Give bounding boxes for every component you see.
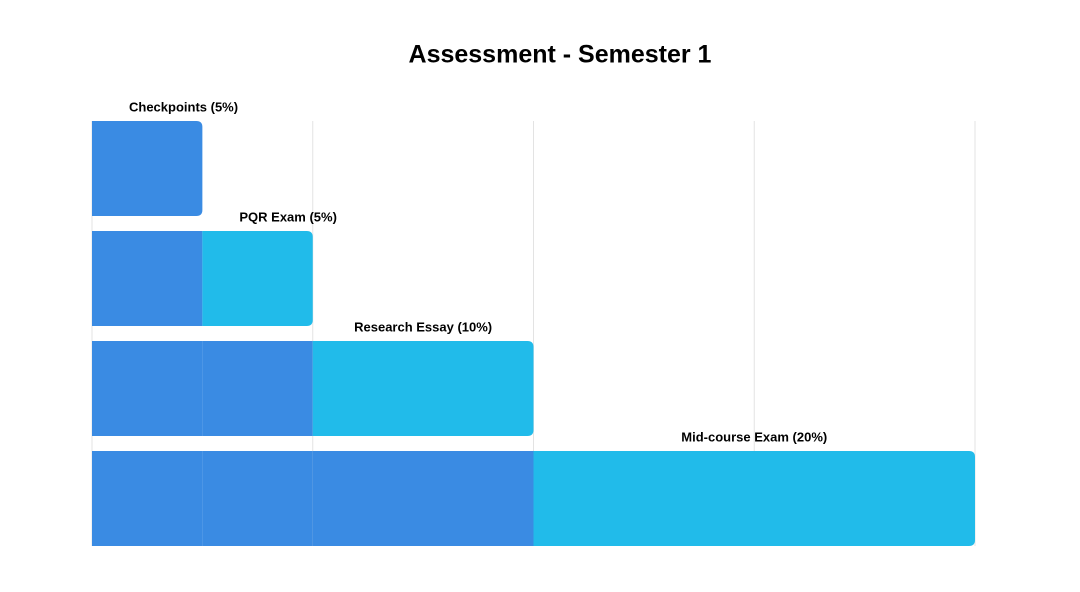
bar-segment (92, 341, 203, 436)
bar-label: PQR Exam (5%) (239, 209, 337, 224)
chart-title: Assessment - Semester 1 (409, 41, 712, 69)
bar-segment (202, 341, 313, 436)
bar-label: Mid-course Exam (20%) (681, 429, 827, 444)
bar-segment (92, 121, 203, 216)
bar-segment (202, 451, 313, 546)
bar-segment (312, 341, 534, 436)
bar-segment (92, 451, 203, 546)
bar-segment (92, 231, 203, 326)
bar-segment (533, 451, 975, 546)
bar-label: Research Essay (10%) (354, 319, 492, 334)
bar-segment (202, 231, 313, 326)
bar-segment (312, 451, 534, 546)
bar-label: Checkpoints (5%) (129, 99, 238, 114)
